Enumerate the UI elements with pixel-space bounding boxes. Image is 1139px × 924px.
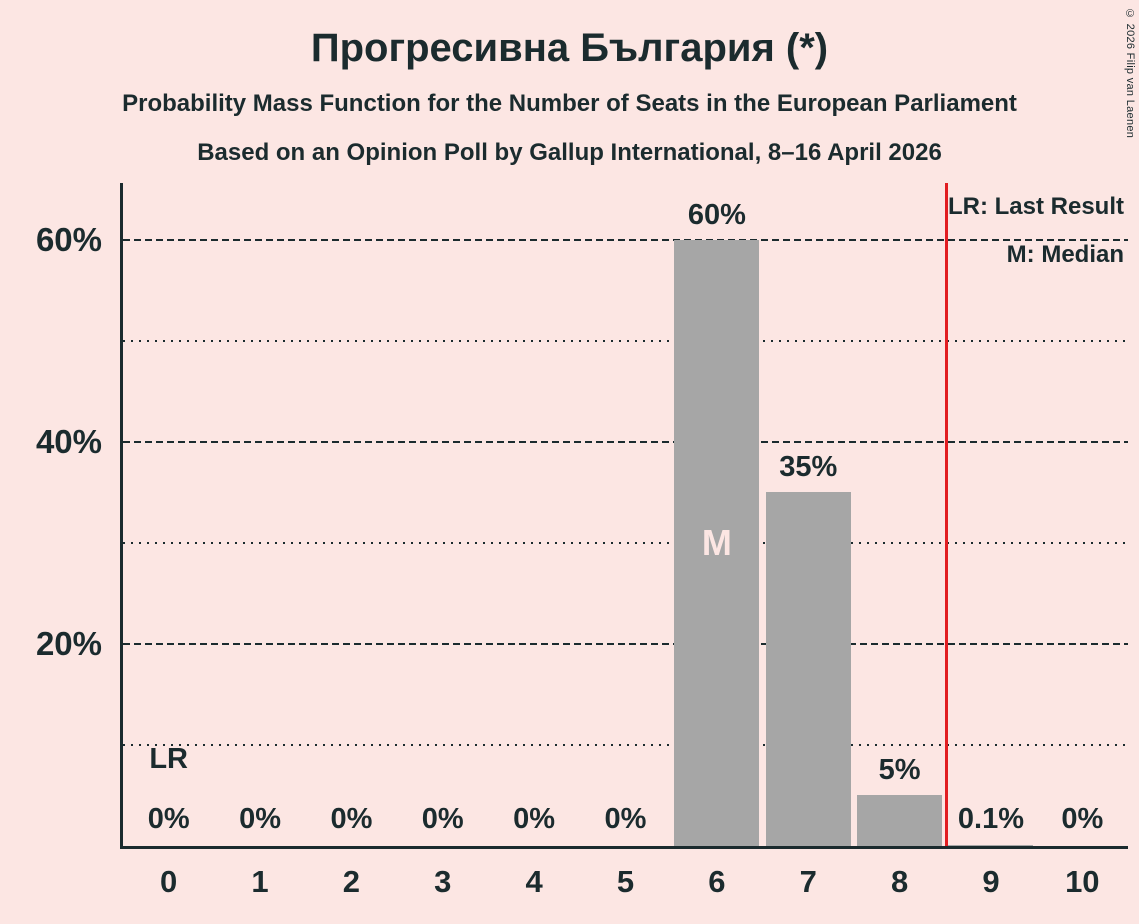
plot-area: LR: Last Result M: Median LR 0% 0 0% 1 0% 2 0%… [120, 183, 1128, 899]
x-tick-label: 8 [890, 864, 909, 899]
x-tick-label: 1 [251, 864, 269, 899]
x-tick-label: 4 [525, 864, 543, 899]
bar-value-label: 0% [421, 803, 464, 835]
bar-value-label: 0% [604, 803, 647, 835]
bar: M [674, 239, 760, 846]
last-result-label: LR [149, 743, 189, 775]
gridline-major [123, 642, 1128, 645]
x-tick-label: 10 [1065, 864, 1100, 899]
chart-poll-subtitle: Based on an Opinion Poll by Gallup Inter… [197, 139, 942, 166]
bar-value-label: 0% [1061, 803, 1104, 835]
copyright-notice: © 2026 Filip van Laenen [1124, 8, 1136, 139]
bar-value-label: 60% [687, 198, 746, 231]
gridline-major [123, 238, 1128, 241]
x-tick-label: 7 [799, 864, 817, 899]
gridline-major [123, 440, 1128, 443]
bar [948, 845, 1034, 846]
legend: LR: Last Result M: Median [948, 183, 1124, 279]
gridline-minor [123, 339, 1128, 342]
bar-value-label: 0% [330, 803, 373, 835]
x-tick-label: 9 [982, 864, 1000, 899]
bar-value-label: 0% [513, 803, 556, 835]
bar-value-label: 0.1% [957, 803, 1025, 835]
x-tick-label: 0 [160, 864, 178, 899]
x-tick-label: 3 [434, 864, 452, 899]
y-axis-labels: 20% 40% 60% [0, 183, 102, 849]
y-tick-label: 60% [35, 220, 102, 258]
bar-value-label: 35% [779, 451, 838, 484]
bar [765, 492, 851, 846]
bar-value-label: 0% [147, 803, 190, 835]
y-tick-label: 40% [35, 422, 102, 460]
last-result-line [945, 183, 949, 846]
bar-value-label: 5% [878, 754, 921, 787]
gridline-minor [123, 541, 1128, 544]
x-tick-label: 2 [342, 864, 361, 899]
median-label: M [701, 521, 732, 563]
legend-last-result: LR: Last Result [947, 193, 1124, 220]
gridline-minor [123, 743, 1128, 746]
x-tick-label: 5 [616, 864, 635, 899]
y-tick-label: 20% [35, 624, 102, 662]
x-tick-label: 6 [708, 864, 726, 899]
chart-subtitle: Probability Mass Function for the Number… [122, 90, 1017, 117]
legend-median: M: Median [1006, 241, 1124, 268]
chart-title: Прогресивна България (*) [310, 26, 829, 70]
bar [857, 795, 943, 846]
bar-value-label: 0% [239, 803, 281, 835]
